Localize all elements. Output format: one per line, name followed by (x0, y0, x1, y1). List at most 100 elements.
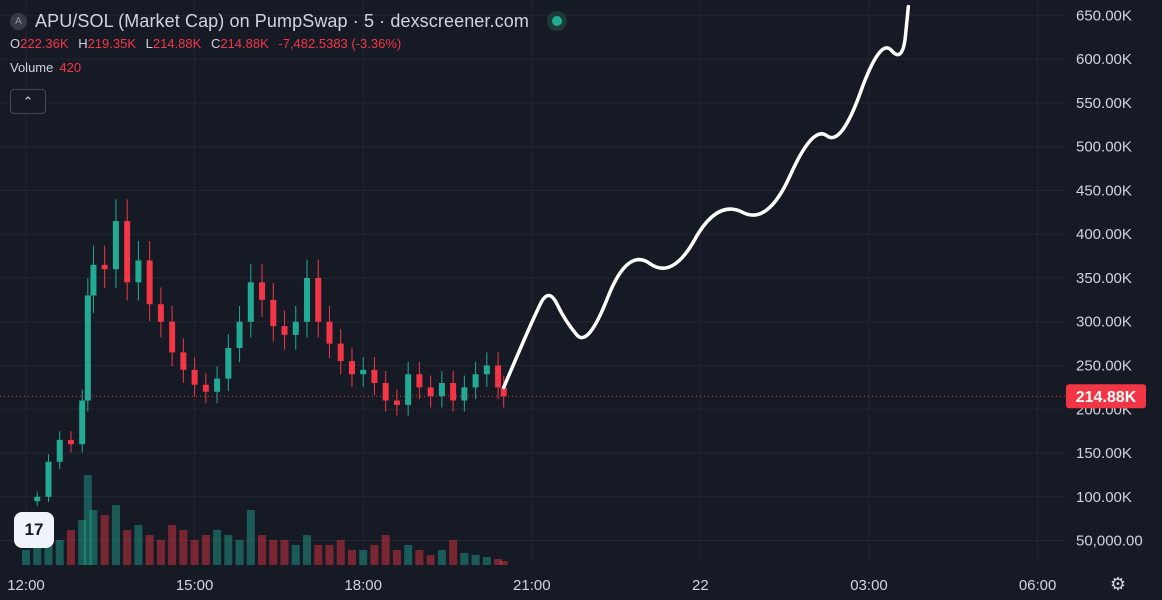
market-status-indicator[interactable] (546, 11, 567, 31)
volume-bar (235, 540, 244, 565)
open-value: 222.36K (20, 36, 69, 51)
y-tick-label: 650.00K (1076, 7, 1132, 24)
x-tick-label: 03:00 (850, 577, 888, 594)
y-axis: 50,000.00100.00K150.00K200.00K250.00K300… (1076, 7, 1143, 549)
candle-body (112, 221, 119, 270)
candle-body (236, 321, 243, 348)
volume-bar (190, 540, 199, 565)
volume-value: 420 (59, 60, 82, 75)
volume-bar (22, 550, 30, 565)
tradingview-logo[interactable]: 17 (14, 512, 54, 548)
candle-body (438, 383, 445, 397)
volume-bar (415, 550, 424, 565)
volume-bar (44, 535, 53, 565)
x-tick-label: 12:00 (7, 577, 45, 594)
candle-body (79, 400, 86, 445)
volume-legend: Volume 420 (10, 60, 567, 75)
candle-body (247, 282, 254, 322)
symbol-badge[interactable]: A (10, 12, 27, 30)
volume-bar (134, 525, 143, 565)
volume-bar (83, 475, 92, 565)
candle-body (259, 282, 266, 300)
drawn-projection-line (501, 4, 911, 390)
volume-bar (303, 535, 311, 565)
settings-button[interactable]: ⚙ (1108, 574, 1128, 594)
volume-bar (201, 535, 210, 565)
candle-body (416, 374, 423, 388)
collapse-legend-button[interactable]: ⌃ (10, 89, 46, 114)
projection-path (501, 4, 911, 390)
candle-body (348, 361, 355, 375)
candle-body (84, 295, 91, 401)
high-value: 219.35K (87, 36, 137, 51)
candle-body (146, 260, 153, 305)
y-tick-label: 350.00K (1076, 270, 1132, 287)
candle-body (214, 378, 221, 392)
ohlc-values: O222.36K H219.35K L214.88K C214.88K -7,4… (10, 36, 567, 51)
volume-bar (314, 545, 323, 565)
candle-body (169, 321, 176, 353)
candle-body (45, 461, 52, 497)
close-value: 214.88K (220, 36, 269, 51)
candlesticks (34, 199, 507, 507)
candle-body (90, 264, 97, 296)
gear-icon: ⚙ (1109, 573, 1127, 594)
x-tick-label: 21:00 (513, 577, 551, 594)
candle-body (34, 496, 41, 502)
volume-bar (280, 540, 289, 565)
x-tick-label: 15:00 (176, 577, 214, 594)
candle-body (135, 260, 142, 283)
candle-body (371, 369, 378, 384)
x-tick-label: 22 (692, 577, 709, 594)
volume-bars (22, 475, 508, 565)
volume-bar (291, 545, 300, 565)
low-value: 214.88K (152, 36, 202, 51)
volume-bar (111, 505, 120, 565)
y-tick-label: 100.00K (1076, 489, 1132, 506)
last-price-tag: 214.88K (1066, 384, 1146, 409)
y-tick-label: 250.00K (1076, 358, 1132, 375)
candle-body (405, 374, 412, 405)
low-label: L (145, 36, 153, 51)
candle-body (270, 299, 277, 327)
volume-bar (89, 510, 98, 565)
volume-bar (404, 545, 413, 565)
volume-bar (325, 545, 334, 565)
volume-bar (168, 525, 177, 565)
candle-body (427, 387, 434, 397)
candle-body (101, 264, 108, 270)
volume-bar (179, 530, 188, 565)
candle-body (495, 365, 502, 388)
volume-bar (156, 540, 165, 565)
candle-body (337, 343, 344, 362)
chart-title: APU/SOL (Market Cap) on PumpSwap · 5 · d… (35, 10, 529, 31)
grid-lines (0, 0, 1065, 560)
volume-bar (213, 530, 222, 565)
candle-body (326, 321, 333, 344)
candle-body (472, 374, 479, 388)
volume-bar (347, 550, 356, 565)
volume-bar (392, 550, 401, 565)
chevron-up-icon: ⌃ (22, 93, 34, 109)
candle-body (393, 400, 400, 405)
y-tick-label: 300.00K (1076, 314, 1132, 331)
volume-bar (78, 520, 87, 565)
volume-bar (381, 535, 390, 565)
y-tick-label: 150.00K (1076, 445, 1132, 462)
candle-body (56, 439, 63, 462)
volume-bar (426, 555, 435, 565)
y-tick-label: 400.00K (1076, 226, 1132, 243)
x-tick-label: 06:00 (1019, 577, 1057, 594)
volume-bar (482, 557, 491, 565)
volume-bar (460, 553, 469, 565)
volume-bar (336, 540, 345, 565)
candle-body (500, 387, 507, 397)
volume-bar (499, 561, 508, 565)
candle-body (382, 383, 389, 401)
y-tick-label: 600.00K (1076, 51, 1132, 68)
high-label: H (78, 36, 88, 51)
volume-bar (359, 550, 368, 565)
candle-body (124, 221, 131, 283)
volume-bar (224, 535, 233, 565)
